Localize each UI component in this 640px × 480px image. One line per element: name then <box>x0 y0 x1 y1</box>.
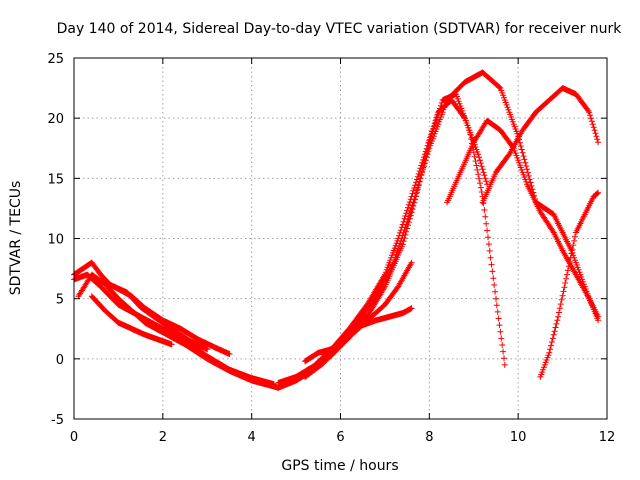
series-points <box>444 117 602 320</box>
axis-ticks: 0 2 4 6 8 10 12 -5 0 5 10 15 20 25 <box>47 52 615 445</box>
series-points <box>88 293 175 348</box>
series-points <box>111 283 211 353</box>
series-points <box>302 259 415 365</box>
y-tick-label: 10 <box>47 233 64 248</box>
y-tick-label: -5 <box>51 413 64 428</box>
x-tick-label: 0 <box>70 430 78 445</box>
x-tick-label: 10 <box>510 430 527 445</box>
series-track-4 <box>88 293 175 348</box>
x-axis-label: GPS time / hours <box>281 458 398 474</box>
series-track-13 <box>537 189 602 380</box>
chart-title: Day 140 of 2014, Sidereal Day-to-day VTE… <box>57 21 623 37</box>
x-tick-label: 2 <box>159 430 167 445</box>
series-points <box>75 271 282 391</box>
y-tick-label: 0 <box>56 353 64 368</box>
series-track-12 <box>479 85 602 206</box>
series-track-5 <box>111 283 211 353</box>
series-track-11 <box>444 117 602 320</box>
x-tick-label: 8 <box>425 430 433 445</box>
series-points <box>479 85 602 206</box>
series-track-10 <box>302 259 415 365</box>
series-track-3 <box>75 271 282 391</box>
x-tick-label: 6 <box>336 430 344 445</box>
y-tick-label: 20 <box>47 112 64 127</box>
series-points <box>537 189 602 380</box>
y-axis-label: SDTVAR / TECUs <box>8 181 24 296</box>
grid-lines <box>74 58 607 419</box>
y-tick-label: 5 <box>56 293 64 308</box>
x-tick-label: 12 <box>599 430 616 445</box>
series-layer <box>71 69 602 391</box>
x-tick-label: 4 <box>248 430 256 445</box>
y-tick-label: 25 <box>47 52 64 67</box>
y-tick-label: 15 <box>47 172 64 187</box>
